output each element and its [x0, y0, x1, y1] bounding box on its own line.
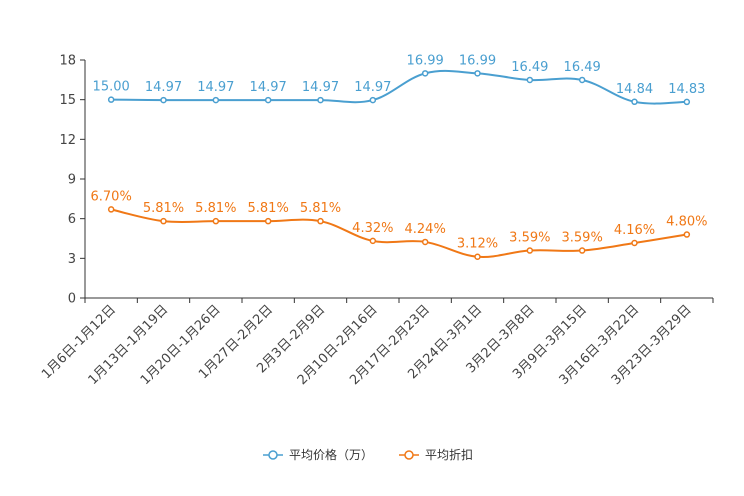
- data-label: 4.32%: [352, 221, 393, 236]
- series-average-discount: 6.70% 5.81% 5.81% 5.81% 5.81% 4.32% 4.24% 3.12%…: [91, 189, 707, 260]
- data-label: 3.59%: [562, 231, 603, 246]
- x-axis: 1月6日-1月12日1月13日-1月19日1月20日-1月26日1月27日-2月…: [39, 297, 714, 388]
- y-tick-label: 12: [59, 133, 76, 148]
- y-axis: 0 3 6 9 12 15 18: [59, 54, 86, 307]
- data-label: 4.24%: [405, 222, 446, 237]
- data-label: 4.16%: [614, 223, 655, 238]
- data-label: 4.80%: [666, 215, 707, 230]
- data-point[interactable]: [631, 98, 638, 106]
- series-layer: 15.00 14.97 14.97 14.97 14.97 14.97 16.99 16.99…: [91, 53, 707, 260]
- y-tick-label: 3: [68, 252, 76, 267]
- data-point[interactable]: [369, 237, 377, 245]
- data-label: 14.97: [302, 80, 339, 95]
- data-point[interactable]: [631, 239, 638, 247]
- data-point[interactable]: [264, 96, 272, 104]
- data-label: 6.70%: [91, 189, 132, 204]
- data-label: 3.12%: [457, 237, 498, 252]
- data-point[interactable]: [526, 76, 534, 84]
- y-tick-label: 9: [68, 173, 76, 188]
- data-point[interactable]: [683, 231, 691, 238]
- data-point[interactable]: [578, 76, 586, 84]
- data-point[interactable]: [212, 96, 220, 104]
- data-point[interactable]: [421, 70, 429, 77]
- data-point[interactable]: [369, 96, 377, 104]
- data-point[interactable]: [474, 70, 481, 77]
- data-label: 3.59%: [509, 231, 550, 246]
- data-label: 16.49: [511, 60, 548, 75]
- legend-marker-icon: [268, 450, 278, 460]
- legend-item-average-price[interactable]: 平均价格（万）: [263, 447, 373, 462]
- series-line: [110, 208, 687, 258]
- y-tick-label: 6: [68, 212, 76, 227]
- data-label: 5.81%: [300, 201, 341, 216]
- legend-label: 平均折扣: [425, 447, 473, 462]
- data-label: 16.99: [459, 53, 496, 68]
- y-tick-label: 0: [68, 292, 76, 307]
- data-label: 14.84: [616, 82, 653, 97]
- data-point[interactable]: [421, 238, 429, 246]
- data-point[interactable]: [107, 206, 115, 213]
- data-label: 14.97: [354, 80, 391, 95]
- data-label: 5.81%: [143, 201, 184, 216]
- legend-label: 平均价格（万）: [289, 447, 373, 462]
- data-point[interactable]: [317, 96, 324, 104]
- y-tick-label: 15: [59, 93, 76, 108]
- data-point[interactable]: [317, 217, 324, 225]
- legend-marker-icon: [404, 450, 414, 460]
- data-label: 5.81%: [248, 201, 289, 216]
- data-label: 14.97: [250, 80, 287, 95]
- data-label: 14.97: [197, 80, 234, 95]
- data-label: 16.49: [564, 60, 601, 75]
- series-average-price: 15.00 14.97 14.97 14.97 14.97 14.97 16.99 16.99…: [93, 53, 705, 106]
- data-point[interactable]: [107, 96, 115, 103]
- data-point[interactable]: [160, 96, 167, 104]
- series-line: [111, 69, 687, 105]
- data-point[interactable]: [474, 253, 481, 260]
- data-label: 15.00: [93, 80, 130, 95]
- data-label: 14.97: [145, 80, 182, 95]
- data-point[interactable]: [526, 247, 534, 254]
- y-tick-label: 18: [59, 54, 76, 69]
- data-point[interactable]: [264, 217, 272, 225]
- data-label: 16.99: [407, 53, 444, 68]
- data-point[interactable]: [683, 98, 691, 106]
- data-label: 14.83: [668, 82, 705, 97]
- legend-item-average-discount[interactable]: 平均折扣: [399, 447, 473, 462]
- legend: 平均价格（万） 平均折扣: [263, 447, 473, 462]
- data-point[interactable]: [578, 247, 586, 254]
- data-point[interactable]: [160, 217, 167, 225]
- data-label: 5.81%: [195, 201, 236, 216]
- data-point[interactable]: [212, 217, 220, 225]
